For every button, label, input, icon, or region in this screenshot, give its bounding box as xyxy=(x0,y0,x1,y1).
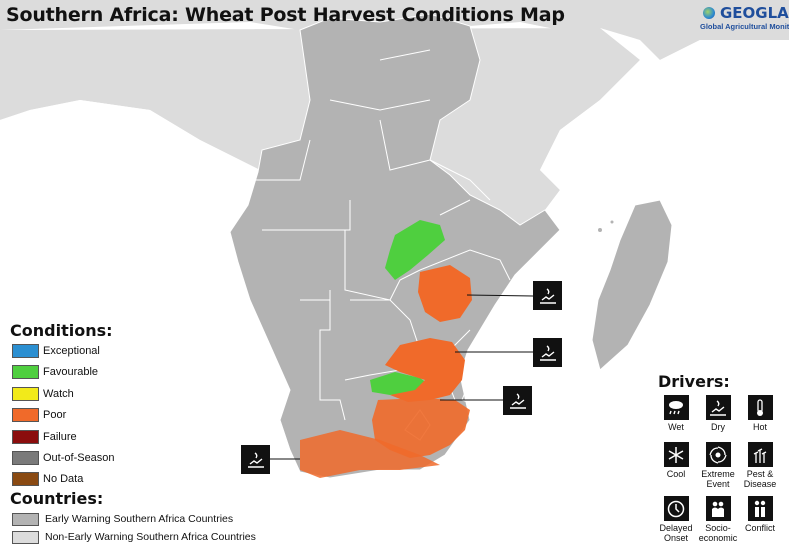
legend-label: No Data xyxy=(43,473,84,485)
legend-swatch xyxy=(12,408,39,422)
driver-label: Conflict xyxy=(744,523,775,533)
driver-label: Delayed Onset xyxy=(659,523,693,543)
legend-label: Watch xyxy=(43,388,74,400)
driver-conflict: Conflict xyxy=(740,496,780,533)
legend-item-exceptional: Exceptional xyxy=(12,343,100,359)
driver-label: Hot xyxy=(752,422,767,432)
logo-subtitle: Global Agricultural Monitoring xyxy=(700,22,789,31)
countries-heading: Countries: xyxy=(10,489,104,508)
map-title: Southern Africa: Wheat Post Harvest Cond… xyxy=(6,4,565,26)
driver-wet: Wet xyxy=(656,395,696,432)
legend-item-out-of-season: Out-of-Season xyxy=(12,450,115,466)
legend-swatch xyxy=(12,530,39,544)
madagascar xyxy=(591,199,673,371)
driver-label: Wet xyxy=(668,422,684,432)
legend-item-watch: Watch xyxy=(12,386,74,402)
driver-socio-economic: Socio-economic xyxy=(698,496,738,543)
legend-item-non-ew-countries: Non-Early Warning Southern Africa Countr… xyxy=(12,529,256,545)
driver-extreme-event: Extreme Event xyxy=(698,442,738,489)
favourable-regions xyxy=(370,220,445,395)
legend-label: Out-of-Season xyxy=(43,452,115,464)
driver-dry: Dry xyxy=(698,395,738,432)
cool-icon xyxy=(663,442,689,467)
legend-label: Exceptional xyxy=(43,345,100,357)
driver-label: Extreme Event xyxy=(701,469,735,489)
socio-economic-icon xyxy=(705,496,731,521)
dry-icon xyxy=(241,445,270,474)
legend-swatch xyxy=(12,387,39,401)
driver-label: Cool xyxy=(666,469,686,479)
pest-disease-icon xyxy=(747,442,773,467)
driver-label: Socio-economic xyxy=(698,523,738,543)
legend-item-ew-countries: Early Warning Southern Africa Countries xyxy=(12,511,233,527)
island-2 xyxy=(610,220,614,224)
driver-label: Dry xyxy=(711,422,725,432)
delayed-onset-icon xyxy=(663,496,689,521)
hot-icon xyxy=(747,395,773,420)
legend-swatch xyxy=(12,344,39,358)
legend-swatch xyxy=(12,472,39,486)
extreme-event-icon xyxy=(705,442,731,467)
legend-item-favourable: Favourable xyxy=(12,364,98,380)
wet-icon xyxy=(663,395,689,420)
poor-regions xyxy=(300,265,472,478)
legend-swatch xyxy=(12,365,39,379)
globe-icon xyxy=(703,7,715,19)
legend-label: Favourable xyxy=(43,366,99,378)
dry-icon xyxy=(705,395,731,420)
legend-swatch xyxy=(12,512,39,526)
legend-label: Early Warning Southern Africa Countries xyxy=(45,513,234,525)
callout-leaders xyxy=(270,294,534,460)
driver-pest-disease: Pest & Disease xyxy=(740,442,780,489)
dry-icon xyxy=(533,338,562,367)
drivers-heading: Drivers: xyxy=(658,372,730,391)
driver-delayed-onset: Delayed Onset xyxy=(656,496,696,543)
conditions-heading: Conditions: xyxy=(10,321,113,340)
non-ew-land-ocean-mask xyxy=(0,40,789,552)
legend-swatch xyxy=(12,451,39,465)
dry-icon xyxy=(503,386,532,415)
driver-hot: Hot xyxy=(740,395,780,432)
legend-label: Poor xyxy=(43,409,67,421)
conflict-icon xyxy=(747,496,773,521)
legend-item-poor: Poor xyxy=(12,407,66,423)
dry-icon xyxy=(533,281,562,310)
logo-word: GEOGLAM xyxy=(720,4,789,22)
legend-label: Non-Early Warning Southern Africa Countr… xyxy=(45,531,256,543)
legend-label: Failure xyxy=(43,431,77,443)
geoglam-logo: GEOGLAM Global Agricultural Monitoring xyxy=(700,4,789,32)
driver-cool: Cool xyxy=(656,442,696,479)
legend-item-no-data: No Data xyxy=(12,471,83,487)
legend-item-failure: Failure xyxy=(12,429,77,445)
island-1 xyxy=(598,228,602,232)
driver-label: Pest & Disease xyxy=(743,469,777,489)
legend-swatch xyxy=(12,430,39,444)
